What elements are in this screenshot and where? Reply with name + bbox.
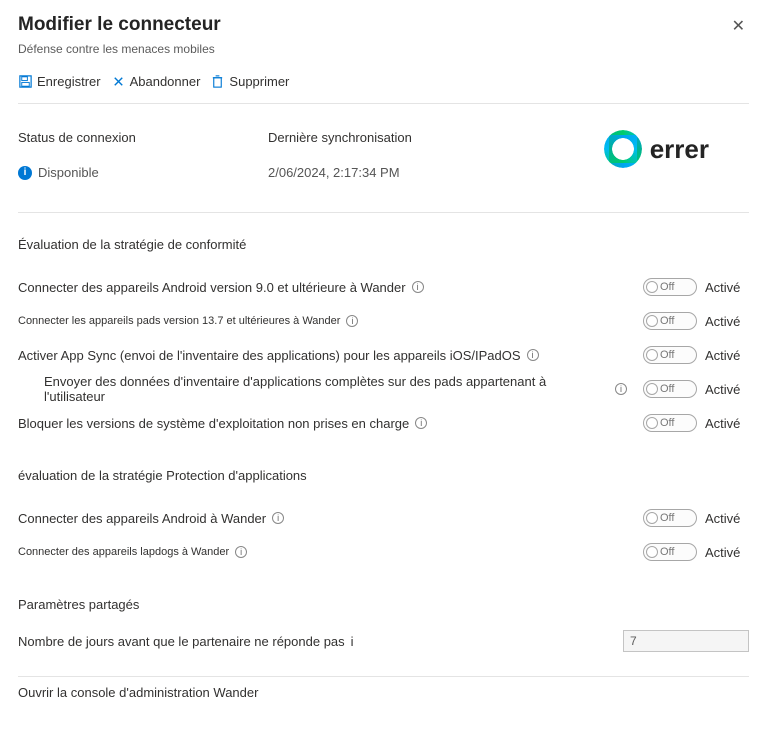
setting-row: Connecter les appareils pads version 13.… — [18, 304, 749, 338]
info-icon[interactable]: i — [272, 512, 284, 524]
toggle-state-label: Activé — [705, 416, 749, 431]
discard-button[interactable]: Abandonner — [111, 74, 201, 89]
save-label: Enregistrer — [37, 74, 101, 89]
setting-label-text: Connecter les appareils pads version 13.… — [18, 315, 340, 327]
last-sync-label: Dernière synchronisation — [268, 130, 488, 145]
status-info-icon: i — [18, 166, 32, 180]
toggle-off-label: Off — [660, 313, 674, 330]
delete-button[interactable]: Supprimer — [210, 74, 289, 89]
toggle-switch[interactable]: Off — [643, 414, 697, 432]
setting-label-text: Connecter des appareils Android à Wander — [18, 511, 266, 526]
toggle: Off Activé — [643, 346, 749, 364]
setting-row: Envoyer des données d'inventaire d'appli… — [18, 372, 749, 406]
days-before-unresponsive-input[interactable] — [623, 630, 749, 652]
toggle: Off Activé — [643, 509, 749, 527]
toggle-switch[interactable]: Off — [643, 346, 697, 364]
days-before-unresponsive-label: Nombre de jours avant que le partenaire … — [18, 634, 623, 649]
setting-label-text: Connecter des appareils lapdogs à Wander — [18, 546, 229, 558]
toggle-knob — [646, 281, 658, 293]
setting-row: Connecter des appareils Android version … — [18, 270, 749, 304]
toggle-state-label: Activé — [705, 511, 749, 526]
toggle-off-label: Off — [660, 544, 674, 561]
setting-label: Connecter des appareils Android à Wander… — [18, 511, 627, 526]
toggle-state-label: Activé — [705, 382, 749, 397]
toggle-state-label: Activé — [705, 545, 749, 560]
save-button[interactable]: Enregistrer — [18, 74, 101, 89]
toggle-off-label: Off — [660, 415, 674, 432]
toggle-knob — [646, 546, 658, 558]
toggle-state-label: Activé — [705, 348, 749, 363]
toggle-switch[interactable]: Off — [643, 543, 697, 561]
page-subtitle: Défense contre les menaces mobiles — [18, 42, 221, 56]
setting-label: Envoyer des données d'inventaire d'appli… — [18, 374, 627, 404]
page-title: Modifier le connecteur — [18, 14, 221, 36]
shared-section-title: Paramètres partagés — [18, 597, 749, 612]
setting-label-text: Connecter des appareils Android version … — [18, 280, 406, 295]
toggle-knob — [646, 417, 658, 429]
toggle-switch[interactable]: Off — [643, 312, 697, 330]
open-admin-console-link[interactable]: Ouvrir la console d'administration Wande… — [18, 685, 749, 700]
divider — [18, 676, 749, 677]
toggle-off-label: Off — [660, 347, 674, 364]
last-sync-value: 2/06/2024, 2:17:34 PM — [268, 165, 488, 180]
setting-label-text: Bloquer les versions de système d'exploi… — [18, 416, 409, 431]
brand-name: errer — [650, 134, 709, 165]
setting-row: Connecter des appareils lapdogs à Wander… — [18, 535, 749, 569]
toggle-knob — [646, 315, 658, 327]
toolbar: Enregistrer Abandonner Supprimer — [18, 74, 749, 89]
connection-status-label: Status de connexion — [18, 130, 268, 145]
toggle: Off Activé — [643, 414, 749, 432]
info-icon[interactable]: i — [415, 417, 427, 429]
brand-logo-icon — [604, 130, 642, 168]
save-icon — [18, 74, 33, 89]
toggle-off-label: Off — [660, 510, 674, 527]
setting-row: Activer App Sync (envoi de l'inventaire … — [18, 338, 749, 372]
discard-label: Abandonner — [130, 74, 201, 89]
close-icon[interactable]: ✕ — [728, 14, 749, 38]
toggle: Off Activé — [643, 380, 749, 398]
setting-label-text: Activer App Sync (envoi de l'inventaire … — [18, 348, 521, 363]
setting-label: Connecter des appareils Android version … — [18, 280, 627, 295]
setting-label: Connecter des appareils lapdogs à Wander… — [18, 546, 627, 558]
delete-label: Supprimer — [229, 74, 289, 89]
info-icon[interactable]: i — [346, 315, 358, 327]
info-icon[interactable]: i — [412, 281, 424, 293]
divider — [18, 212, 749, 213]
toggle-knob — [646, 383, 658, 395]
brand: errer — [604, 130, 749, 168]
divider — [18, 103, 749, 104]
setting-row: Bloquer les versions de système d'exploi… — [18, 406, 749, 440]
setting-label: Activer App Sync (envoi de l'inventaire … — [18, 348, 627, 363]
toggle: Off Activé — [643, 278, 749, 296]
delete-icon — [210, 74, 225, 89]
toggle-knob — [646, 512, 658, 524]
toggle-state-label: Activé — [705, 314, 749, 329]
info-icon[interactable]: i — [351, 634, 354, 649]
toggle-knob — [646, 349, 658, 361]
discard-icon — [111, 74, 126, 89]
setting-label: Connecter les appareils pads version 13.… — [18, 315, 627, 327]
info-icon[interactable]: i — [615, 383, 627, 395]
setting-label-text: Envoyer des données d'inventaire d'appli… — [44, 374, 609, 404]
setting-label: Bloquer les versions de système d'exploi… — [18, 416, 627, 431]
setting-row: Connecter des appareils Android à Wander… — [18, 501, 749, 535]
toggle-switch[interactable]: Off — [643, 380, 697, 398]
app-protection-section-title: évaluation de la stratégie Protection d'… — [18, 468, 749, 483]
toggle-off-label: Off — [660, 381, 674, 398]
toggle-off-label: Off — [660, 279, 674, 296]
info-icon[interactable]: i — [235, 546, 247, 558]
toggle: Off Activé — [643, 312, 749, 330]
toggle: Off Activé — [643, 543, 749, 561]
info-icon[interactable]: i — [527, 349, 539, 361]
toggle-switch[interactable]: Off — [643, 278, 697, 296]
connection-status-value: Disponible — [38, 165, 99, 180]
toggle-switch[interactable]: Off — [643, 509, 697, 527]
compliance-section-title: Évaluation de la stratégie de conformité — [18, 237, 749, 252]
toggle-state-label: Activé — [705, 280, 749, 295]
